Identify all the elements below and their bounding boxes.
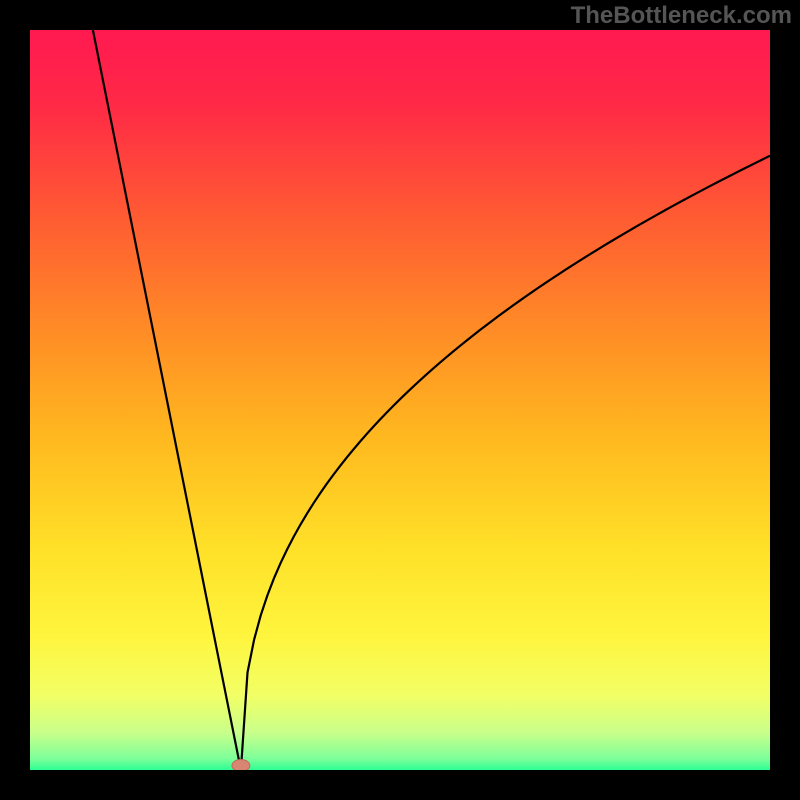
plot-area [30, 30, 770, 770]
chart-svg [30, 30, 770, 770]
bottleneck-curve [93, 30, 770, 770]
notch-marker [232, 760, 250, 770]
watermark-text: TheBottleneck.com [571, 2, 792, 30]
